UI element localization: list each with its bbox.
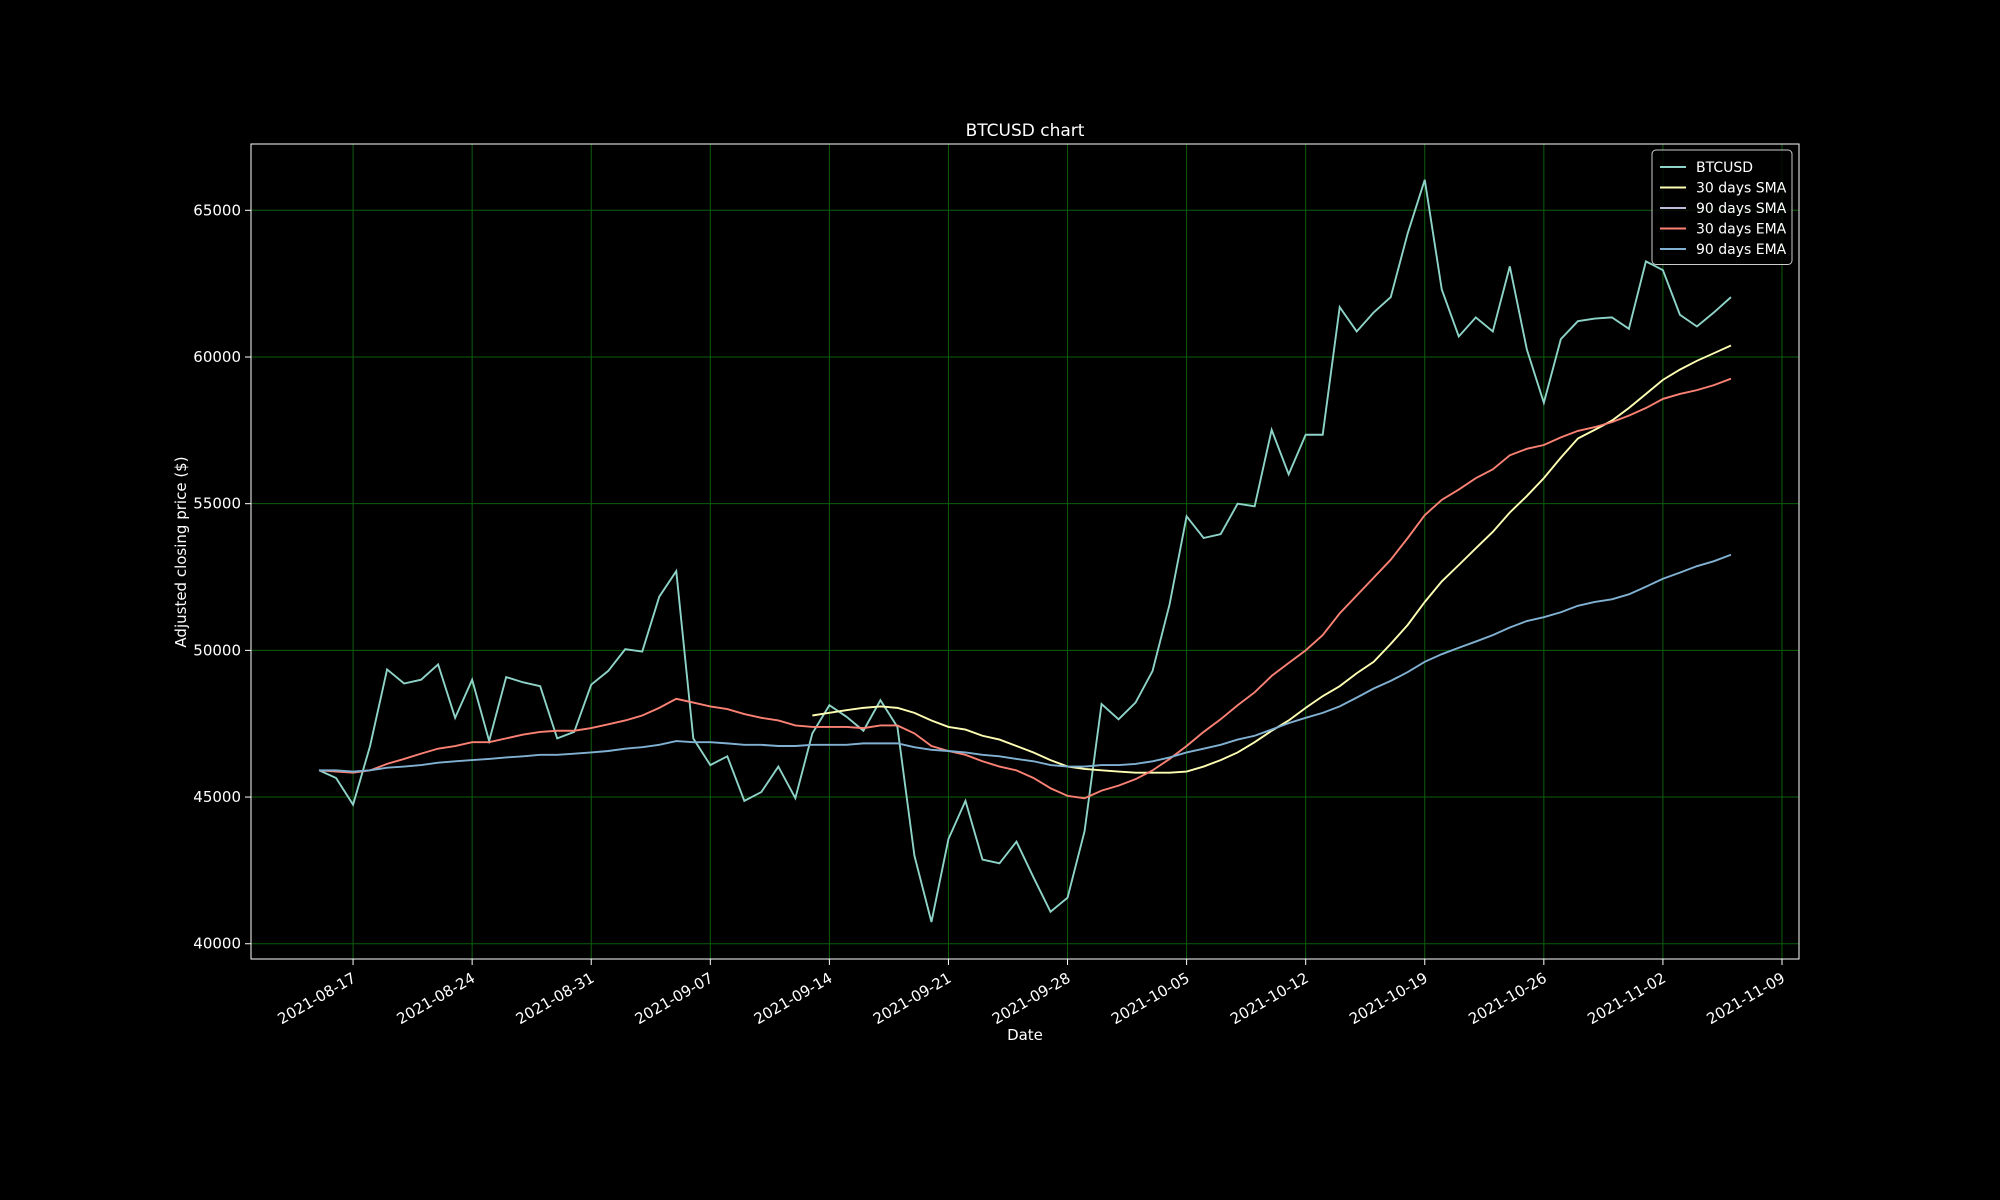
y-tick-label: 60000	[193, 348, 241, 366]
y-tick-label: 65000	[193, 201, 241, 219]
y-axis-label: Adjusted closing price ($)	[172, 456, 190, 647]
legend-label: 90 days SMA	[1696, 201, 1787, 217]
legend-label: 30 days SMA	[1696, 181, 1787, 197]
series-line	[318, 179, 1732, 923]
y-tick-label: 40000	[193, 935, 241, 953]
y-tick-label: 50000	[193, 641, 241, 659]
legend-box	[1651, 149, 1793, 265]
legend-label: 30 days EMA	[1696, 222, 1787, 238]
y-tick-label: 55000	[193, 495, 241, 513]
chart-title: BTCUSD chart	[966, 121, 1085, 141]
series-line	[319, 553, 1732, 773]
y-tick-label: 45000	[193, 788, 241, 806]
series-line	[812, 344, 1732, 774]
x-axis-label: Date	[1007, 1026, 1043, 1044]
legend-label: 90 days EMA	[1696, 242, 1787, 258]
legend-label: BTCUSD	[1696, 160, 1753, 176]
series-line	[318, 377, 1732, 800]
plot-frame	[250, 143, 1800, 960]
